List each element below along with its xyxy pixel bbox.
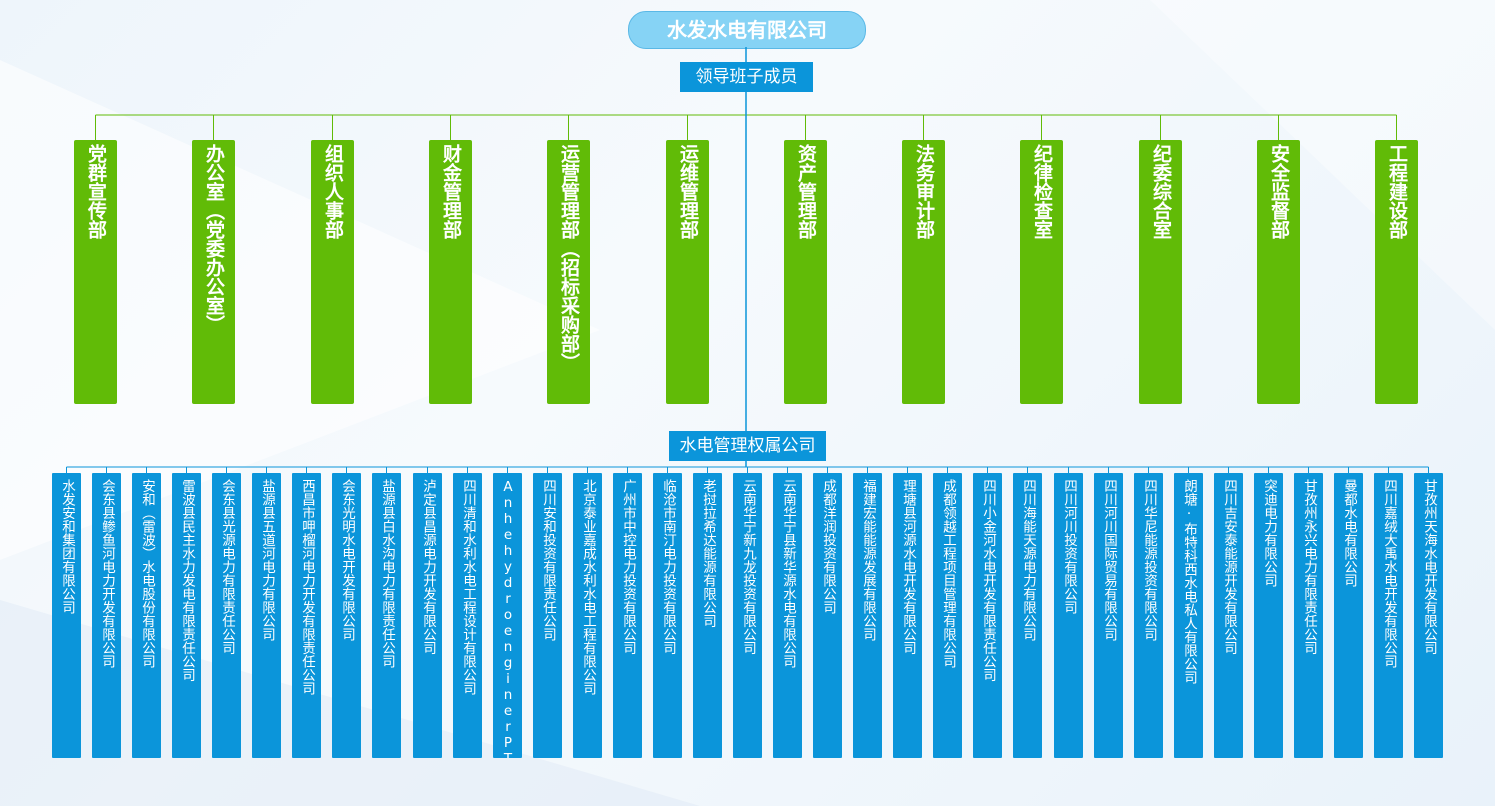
company-box: 四川小金河水电开发有限责任公司	[973, 473, 1002, 758]
company-box: 突迪电力有限公司	[1254, 473, 1283, 758]
company-box: 老挝拉希达能源有限公司	[693, 473, 722, 758]
company-title: 水发水电有限公司	[628, 11, 866, 49]
department-box: 办公室（党委办公室）	[192, 140, 235, 404]
leadership-node: 领导班子成员	[680, 62, 813, 92]
department-box: 工程建设部	[1375, 140, 1418, 404]
company-box: 会东县光源电力有限责任公司	[212, 473, 241, 758]
company-box: 四川清和水利水电工程设计有限公司	[453, 473, 482, 758]
company-box: 甘孜州天海水电开发有限公司	[1414, 473, 1443, 758]
company-box: 临沧市南汀电力投资有限公司	[653, 473, 682, 758]
company-box: 安和（雷波）水电股份有限公司	[132, 473, 161, 758]
company-box: 盐源县白水沟电力有限责任公司	[372, 473, 401, 758]
company-box: 朗塘·布特科西水电私人有限公司	[1174, 473, 1203, 758]
company-box: AnhehydroenginerPT	[493, 473, 522, 758]
department-box: 运营管理部（招标采购部）	[547, 140, 590, 404]
company-box: 四川吉安泰能源开发有限公司	[1214, 473, 1243, 758]
department-box: 安全监督部	[1257, 140, 1300, 404]
company-box: 四川河川国际贸易有限公司	[1094, 473, 1123, 758]
company-box: 曼都水电有限公司	[1334, 473, 1363, 758]
department-box: 财金管理部	[429, 140, 472, 404]
department-box: 纪律检查室	[1020, 140, 1063, 404]
department-box: 法务审计部	[902, 140, 945, 404]
company-box: 云南华宁县新华源水电有限公司	[773, 473, 802, 758]
company-box: 四川河川投资有限公司	[1054, 473, 1083, 758]
company-box: 盐源县五道河电力有限公司	[252, 473, 281, 758]
company-box: 会东县鲹鱼河电力开发有限公司	[92, 473, 121, 758]
department-box: 运维管理部	[666, 140, 709, 404]
company-box: 会东光明水电开发有限公司	[332, 473, 361, 758]
company-box: 西昌市呷榴河电力开发有限责任公司	[292, 473, 321, 758]
company-box: 四川海能天源电力有限公司	[1013, 473, 1042, 758]
company-box: 四川华尼能源投资有限公司	[1134, 473, 1163, 758]
company-box: 甘孜州永兴电力有限责任公司	[1294, 473, 1323, 758]
company-box: 云南华宁新九龙投资有限公司	[733, 473, 762, 758]
company-box: 理塘县河源水电开发有限公司	[893, 473, 922, 758]
department-box: 资产管理部	[784, 140, 827, 404]
department-box: 纪委综合室	[1139, 140, 1182, 404]
company-box: 四川嘉绒大禹水电开发有限公司	[1374, 473, 1403, 758]
company-box: 广州市中控电力投资有限公司	[613, 473, 642, 758]
department-box: 组织人事部	[311, 140, 354, 404]
company-box: 泸定县昌源电力开发有限公司	[413, 473, 442, 758]
company-box: 四川安和投资有限责任公司	[533, 473, 562, 758]
company-box: 雷波县民主水力发电有限责任公司	[172, 473, 201, 758]
company-box: 水发安和集团有限公司	[52, 473, 81, 758]
subsidiary-header-node: 水电管理权属公司	[669, 431, 826, 461]
company-box: 福建宏能能源发展有限公司	[853, 473, 882, 758]
company-box: 北京泰业嘉成水利水电工程有限公司	[573, 473, 602, 758]
department-box: 党群宣传部	[74, 140, 117, 404]
company-box: 成都领越工程项目管理有限公司	[933, 473, 962, 758]
company-box: 成都洋润投资有限公司	[813, 473, 842, 758]
